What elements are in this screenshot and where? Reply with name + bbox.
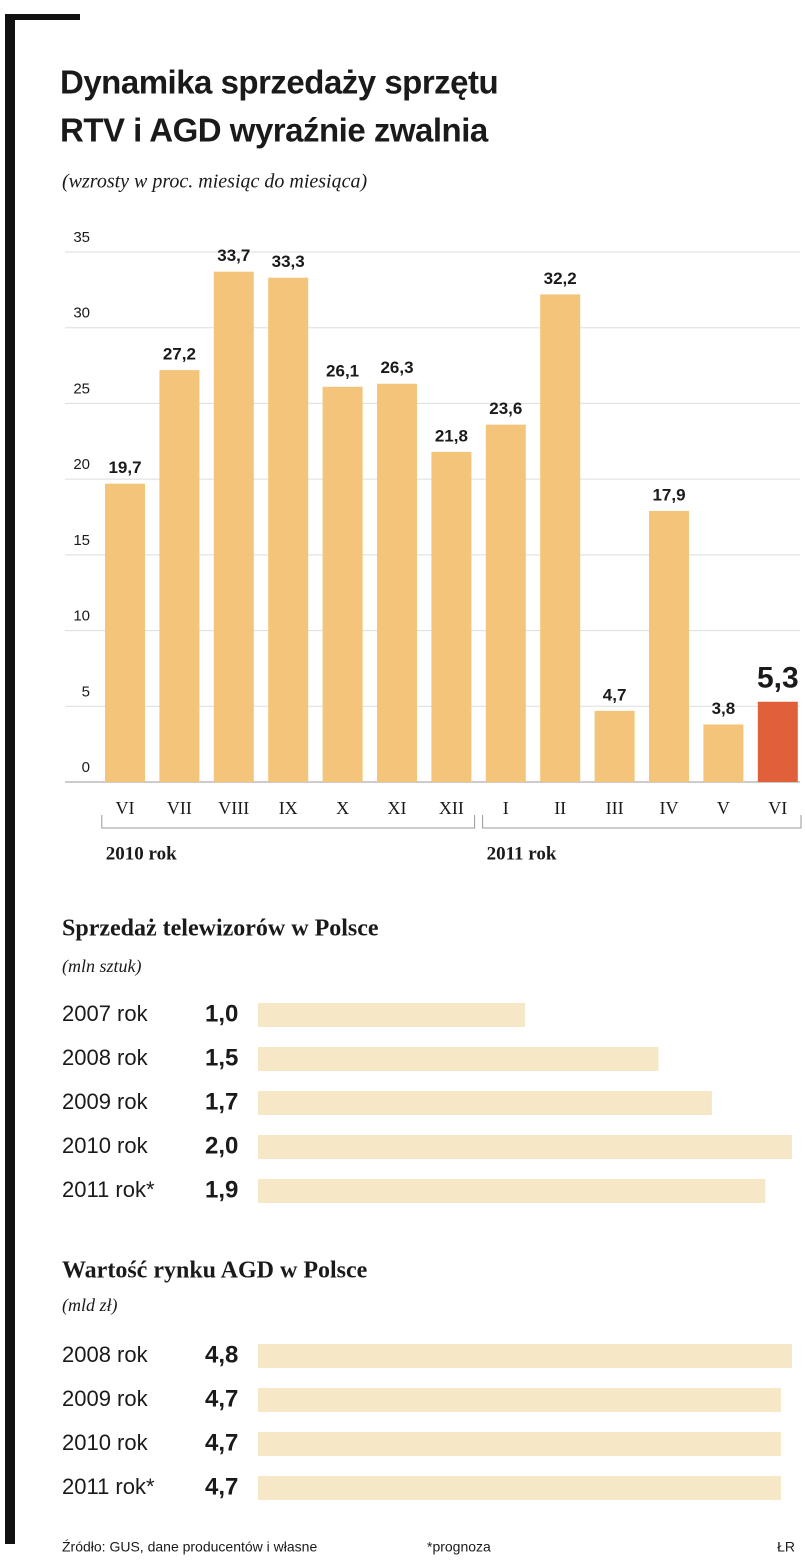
value-label: 32,2 bbox=[544, 269, 577, 288]
category-label: 2008 rok bbox=[62, 1342, 149, 1367]
bar bbox=[485, 424, 526, 782]
note: *prognoza bbox=[427, 1539, 491, 1555]
bar bbox=[213, 271, 254, 782]
chart-title: Wartość rynku AGD w Polsce bbox=[62, 1258, 368, 1284]
value-label: 17,9 bbox=[652, 485, 685, 504]
bar bbox=[431, 451, 472, 782]
chart-subtitle: (wzrosty w proc. miesiąc do miesiąca) bbox=[62, 171, 367, 193]
bar bbox=[703, 724, 744, 782]
bar bbox=[258, 1091, 712, 1115]
x-tick-label: VI bbox=[768, 798, 787, 818]
category-label: 2007 rok bbox=[62, 1001, 149, 1026]
bar bbox=[258, 1344, 792, 1368]
x-tick-label: I bbox=[503, 798, 509, 818]
value-label: 2,0 bbox=[205, 1132, 238, 1159]
group-label: 2011 rok bbox=[487, 843, 557, 864]
bar bbox=[757, 701, 798, 782]
x-tick-label: XI bbox=[388, 798, 407, 818]
y-tick-label: 25 bbox=[73, 380, 90, 397]
source: Źródło: GUS, dane producentów i własne bbox=[62, 1539, 317, 1555]
bar bbox=[258, 1476, 781, 1500]
category-label: 2010 rok bbox=[62, 1430, 149, 1455]
x-tick-label: VI bbox=[116, 798, 135, 818]
value-label: 4,7 bbox=[205, 1385, 238, 1412]
y-tick-label: 10 bbox=[73, 608, 90, 625]
chart-subtitle: (mld zł) bbox=[62, 1295, 118, 1316]
x-tick-label: VII bbox=[167, 798, 192, 818]
bar bbox=[258, 1432, 781, 1456]
category-label: 2011 rok* bbox=[62, 1177, 155, 1202]
value-label: 33,3 bbox=[272, 252, 305, 271]
bar bbox=[540, 294, 581, 782]
bar bbox=[268, 277, 309, 782]
x-tick-label: V bbox=[717, 798, 730, 818]
x-tick-label: III bbox=[606, 798, 624, 818]
y-tick-label: 20 bbox=[73, 456, 90, 473]
chart-title: Dynamika sprzedaży sprzętu bbox=[60, 64, 498, 101]
value-label: 1,5 bbox=[205, 1044, 238, 1071]
bar bbox=[322, 386, 363, 782]
value-label: 33,7 bbox=[217, 246, 250, 265]
bar bbox=[258, 1388, 781, 1412]
value-label: 26,3 bbox=[380, 358, 413, 377]
y-tick-label: 0 bbox=[82, 759, 90, 776]
bar bbox=[258, 1179, 766, 1203]
value-label: 1,0 bbox=[205, 1000, 238, 1027]
value-label: 1,7 bbox=[205, 1088, 238, 1115]
value-label: 4,7 bbox=[603, 685, 627, 704]
x-tick-label: IV bbox=[660, 798, 679, 818]
x-tick-label: VIII bbox=[218, 798, 249, 818]
y-tick-label: 15 bbox=[73, 532, 90, 549]
value-label: 3,8 bbox=[712, 699, 736, 718]
value-label: 21,8 bbox=[435, 426, 468, 445]
bar bbox=[258, 1135, 792, 1159]
category-label: 2011 rok* bbox=[62, 1474, 155, 1499]
bar bbox=[258, 1003, 525, 1027]
value-label: 23,6 bbox=[489, 399, 522, 418]
value-label: 27,2 bbox=[163, 345, 196, 364]
value-label: 4,8 bbox=[205, 1341, 238, 1368]
x-tick-label: IX bbox=[279, 798, 298, 818]
frame-top bbox=[5, 14, 80, 20]
value-label: 26,1 bbox=[326, 361, 359, 380]
group-label: 2010 rok bbox=[106, 843, 177, 864]
bar bbox=[258, 1047, 659, 1071]
group-bracket bbox=[101, 815, 476, 829]
y-tick-label: 30 bbox=[73, 305, 90, 322]
bar bbox=[649, 510, 689, 782]
y-tick-label: 5 bbox=[82, 683, 90, 700]
chart-title: Sprzedaż telewizorów w Polsce bbox=[62, 916, 379, 942]
group-bracket bbox=[482, 815, 802, 829]
x-tick-label: XII bbox=[439, 798, 464, 818]
frame-bar bbox=[5, 14, 15, 1544]
category-label: 2010 rok bbox=[62, 1133, 149, 1158]
y-tick-label: 35 bbox=[73, 229, 90, 246]
bar bbox=[377, 383, 417, 782]
bar bbox=[105, 483, 145, 782]
category-label: 2009 rok bbox=[62, 1089, 149, 1114]
chart-subtitle: (mln sztuk) bbox=[62, 956, 142, 977]
x-tick-label: X bbox=[336, 798, 349, 818]
value-label: 4,7 bbox=[205, 1429, 238, 1456]
value-label: 1,9 bbox=[205, 1176, 238, 1203]
chart-title: RTV i AGD wyraźnie zwalnia bbox=[60, 112, 489, 149]
value-label: 5,3 bbox=[757, 662, 799, 695]
value-label: 4,7 bbox=[205, 1473, 238, 1500]
bar bbox=[159, 370, 200, 782]
bar bbox=[594, 710, 635, 782]
author: ŁR bbox=[777, 1539, 795, 1555]
x-tick-label: II bbox=[554, 798, 566, 818]
category-label: 2008 rok bbox=[62, 1045, 149, 1070]
value-label: 19,7 bbox=[108, 458, 141, 477]
category-label: 2009 rok bbox=[62, 1386, 149, 1411]
